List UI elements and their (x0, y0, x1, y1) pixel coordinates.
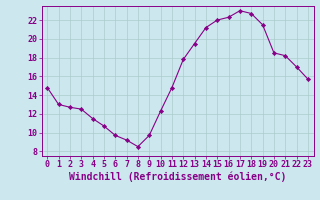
X-axis label: Windchill (Refroidissement éolien,°C): Windchill (Refroidissement éolien,°C) (69, 172, 286, 182)
